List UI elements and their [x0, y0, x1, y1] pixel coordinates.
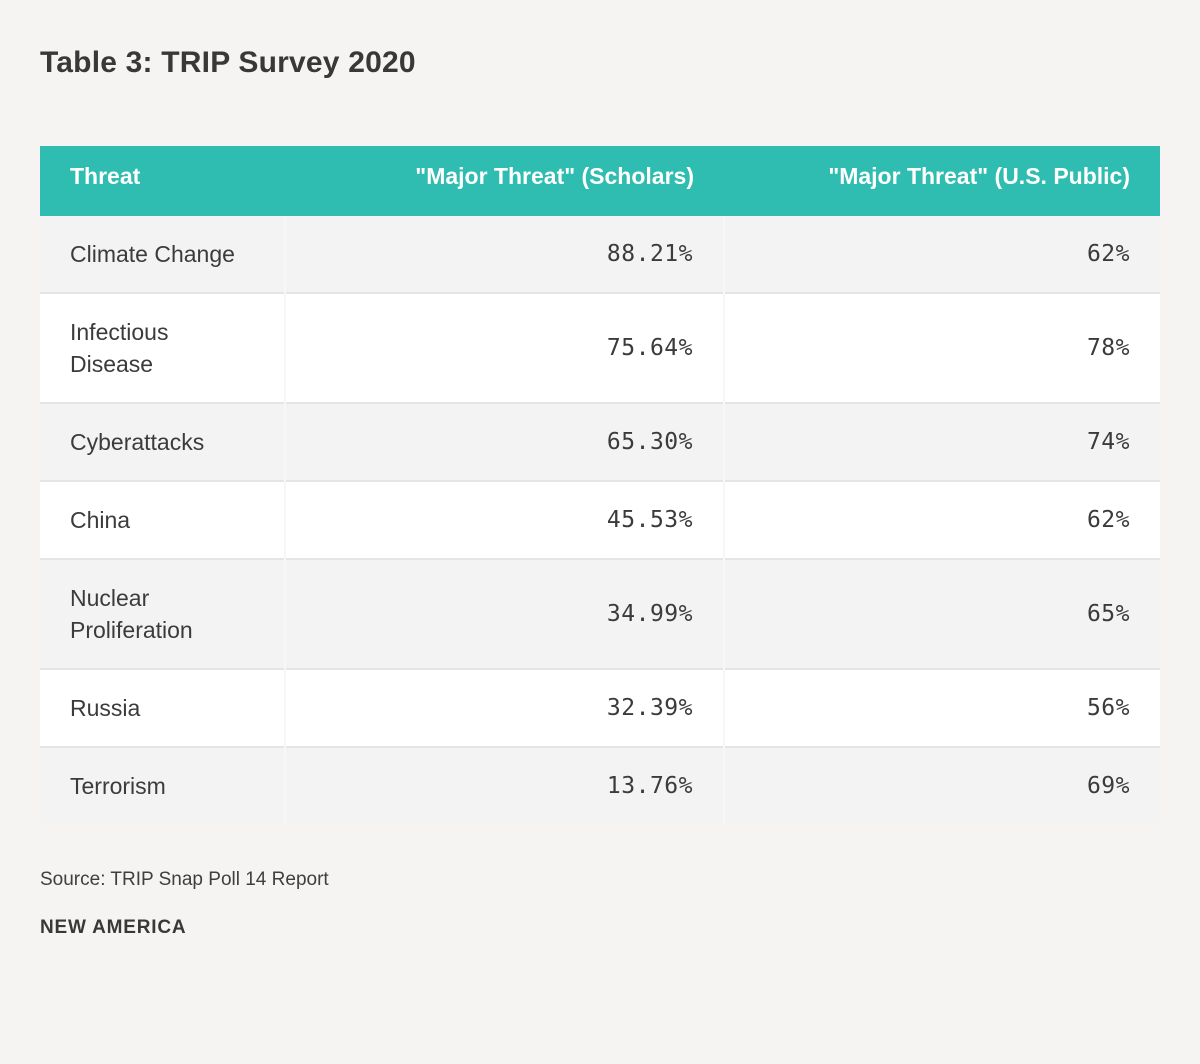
public-value-cell: 62% — [723, 216, 1160, 293]
header-row: Threat "Major Threat" (Scholars) "Major … — [40, 146, 1160, 216]
table-row: China 45.53% 62% — [40, 480, 1160, 559]
public-value-cell: 74% — [723, 402, 1160, 481]
scholars-value-cell: 65.30% — [284, 402, 724, 481]
survey-table: Threat "Major Threat" (Scholars) "Major … — [40, 146, 1160, 824]
column-header-threat: Threat — [40, 146, 285, 216]
threat-cell: Infectious Disease — [40, 292, 285, 403]
scholars-value-cell: 88.21% — [284, 216, 724, 293]
table-row: Infectious Disease 75.64% 78% — [40, 292, 1160, 403]
chart-title: Table 3: TRIP Survey 2020 — [40, 46, 416, 79]
threat-cell: Climate Change — [40, 216, 285, 293]
table-body: Climate Change 88.21% 62% Infectious Dis… — [40, 216, 1160, 824]
chart-footer: Source: TRIP Snap Poll 14 Report NEW AME… — [40, 868, 1160, 940]
chart-container: Table 3: TRIP Survey 2020 Threat "Major … — [40, 46, 1160, 940]
table-row: Terrorism 13.76% 69% — [40, 746, 1160, 824]
threat-cell: Russia — [40, 668, 285, 747]
table-row: Nuclear Proliferation 34.99% 65% — [40, 558, 1160, 669]
table-row: Climate Change 88.21% 62% — [40, 216, 1160, 293]
public-value-cell: 62% — [723, 480, 1160, 559]
scholars-value-cell: 13.76% — [284, 746, 724, 824]
threat-cell: China — [40, 480, 285, 559]
brand-attribution: NEW AMERICA — [40, 917, 187, 938]
public-value-cell: 56% — [723, 668, 1160, 747]
public-value-cell: 69% — [723, 746, 1160, 824]
threat-cell: Nuclear Proliferation — [40, 558, 285, 669]
column-header-scholars: "Major Threat" (Scholars) — [285, 146, 724, 216]
public-value-cell: 78% — [723, 292, 1160, 403]
scholars-value-cell: 75.64% — [284, 292, 724, 403]
threat-cell: Cyberattacks — [40, 402, 285, 481]
column-header-public-label: "Major Threat" (U.S. Public) — [828, 163, 1130, 189]
scholars-value-cell: 32.39% — [284, 668, 724, 747]
table-header: Threat "Major Threat" (Scholars) "Major … — [40, 146, 1160, 216]
source-note: Source: TRIP Snap Poll 14 Report — [40, 869, 329, 890]
public-value-cell: 65% — [723, 558, 1160, 669]
table-row: Cyberattacks 65.30% 74% — [40, 402, 1160, 481]
scholars-value-cell: 34.99% — [284, 558, 724, 669]
table-row: Russia 32.39% 56% — [40, 668, 1160, 747]
threat-cell: Terrorism — [40, 746, 285, 824]
column-header-public: "Major Threat" (U.S. Public) — [724, 146, 1160, 216]
scholars-value-cell: 45.53% — [284, 480, 724, 559]
